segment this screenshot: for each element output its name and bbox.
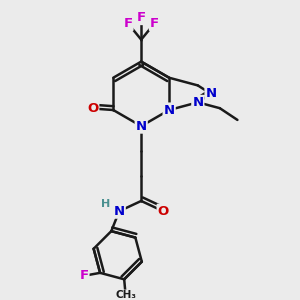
Text: CH₃: CH₃ (115, 290, 136, 300)
Text: N: N (192, 96, 203, 109)
Text: N: N (136, 120, 147, 133)
Text: H: H (101, 199, 111, 209)
Text: F: F (136, 11, 146, 24)
Text: O: O (87, 102, 98, 115)
Text: F: F (123, 17, 133, 30)
Text: N: N (114, 205, 125, 218)
Text: F: F (150, 17, 159, 30)
Text: O: O (158, 205, 169, 218)
Text: N: N (164, 103, 175, 116)
Text: F: F (80, 269, 88, 282)
Text: N: N (206, 87, 217, 101)
